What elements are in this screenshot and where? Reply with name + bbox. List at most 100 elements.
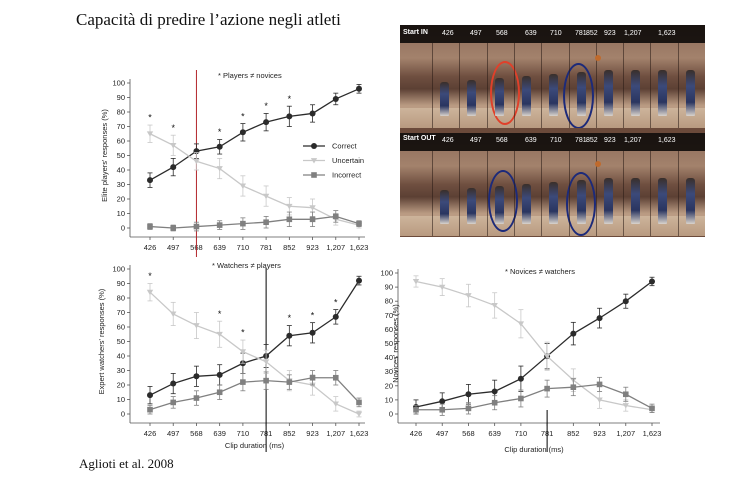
- frame-separator: [595, 151, 597, 236]
- x-tick-label: 497: [167, 243, 180, 252]
- player-figure: [494, 186, 504, 224]
- y-tick-label: 10: [117, 209, 125, 218]
- y-tick-label: 40: [117, 352, 125, 361]
- data-point-correct: [622, 298, 629, 305]
- frame-label: 568: [496, 137, 508, 144]
- data-point-incorrect: [286, 379, 293, 385]
- y-tick-label: 60: [117, 323, 125, 332]
- significance-asterisk: *: [171, 123, 175, 133]
- player-figure: [467, 80, 477, 116]
- row-label-start-in: Start IN: [403, 29, 428, 36]
- x-tick-label: 852: [283, 429, 296, 438]
- data-point-incorrect: [332, 374, 339, 381]
- data-point-correct: [356, 277, 362, 284]
- significance-asterisk: *: [241, 111, 245, 121]
- player-figure: [658, 178, 668, 224]
- highlight-ring-left: [488, 170, 518, 232]
- frame-label: 781: [575, 30, 587, 37]
- court-floor: [400, 216, 705, 236]
- significance-asterisk: *: [264, 101, 268, 111]
- y-axis-label: Elite players' responses (%): [100, 109, 109, 202]
- data-point-incorrect: [413, 406, 419, 413]
- y-tick-label: 80: [117, 294, 125, 303]
- legend-label: Uncertain: [332, 156, 364, 165]
- x-tick-label: 639: [213, 243, 226, 252]
- x-axis-label: Clip duration (ms): [504, 445, 564, 454]
- start-in-strip: Start IN 426 497 568 639 710 781 852 923 1,207 1,…: [400, 25, 705, 128]
- data-point-correct: [332, 95, 339, 102]
- data-point-correct: [216, 143, 223, 150]
- frame-label: 1,207: [624, 137, 642, 144]
- frame-separator: [432, 43, 433, 128]
- y-tick-label: 100: [112, 79, 125, 88]
- y-tick-label: 70: [117, 122, 125, 131]
- y-tick-label: 100: [380, 269, 393, 278]
- data-point-correct: [239, 129, 246, 136]
- data-point-correct: [465, 391, 472, 398]
- panel-annotation: * Players ≠ novices: [218, 71, 282, 80]
- y-tick-label: 70: [117, 308, 125, 317]
- y-tick-label: 90: [117, 279, 125, 288]
- data-point-correct: [286, 113, 293, 120]
- significance-asterisk: *: [148, 271, 152, 281]
- x-tick-label: 1,207: [616, 429, 635, 438]
- significance-asterisk: *: [311, 310, 315, 320]
- data-point-incorrect: [356, 399, 362, 406]
- frame-separator: [568, 151, 570, 236]
- y-tick-label: 60: [117, 137, 125, 146]
- x-tick-label: 1,207: [326, 243, 345, 252]
- frame-label: 426: [442, 137, 454, 144]
- data-point-uncertain: [543, 353, 551, 360]
- player-figure: [440, 190, 449, 224]
- x-tick-label: 923: [306, 429, 319, 438]
- legend-label: Correct: [332, 142, 358, 151]
- frame-separator: [650, 151, 652, 236]
- frame-label: 710: [550, 30, 562, 37]
- legend-marker: [310, 158, 318, 164]
- data-point-uncertain: [439, 284, 446, 291]
- y-tick-label: 90: [117, 93, 125, 102]
- x-tick-label: 781: [260, 243, 273, 252]
- x-tick-label: 1,623: [643, 429, 662, 438]
- player-figure: [631, 70, 641, 116]
- data-point-uncertain: [170, 142, 177, 149]
- highlight-ring-right: [566, 172, 596, 236]
- highlight-ring-red: [490, 61, 520, 125]
- frame-label: 426: [442, 30, 454, 37]
- data-point-incorrect: [216, 389, 223, 396]
- frame-separator: [541, 43, 543, 128]
- frame-label: 639: [525, 137, 537, 144]
- data-point-uncertain: [412, 279, 420, 285]
- data-point-correct: [309, 110, 316, 117]
- x-tick-label: 426: [144, 429, 157, 438]
- y-tick-label: 70: [385, 311, 393, 320]
- data-point-uncertain: [286, 203, 293, 210]
- player-figure: [658, 70, 668, 116]
- x-tick-label: 568: [190, 429, 203, 438]
- x-tick-label: 639: [213, 429, 226, 438]
- legend-label: Incorrect: [332, 171, 362, 180]
- y-tick-label: 80: [385, 297, 393, 306]
- frame-separator: [486, 43, 488, 128]
- data-point-correct: [309, 329, 316, 336]
- data-point-uncertain: [465, 293, 472, 299]
- data-point-correct: [147, 177, 153, 184]
- series-line-uncertain: [149, 291, 360, 415]
- frame-separator: [595, 43, 597, 128]
- data-point-incorrect: [193, 395, 200, 401]
- frame-separator: [459, 151, 461, 236]
- frame-label: 852: [586, 30, 598, 37]
- data-point-uncertain: [491, 303, 498, 309]
- data-point-correct: [356, 85, 362, 92]
- x-tick-label: 639: [488, 429, 501, 438]
- data-point-incorrect: [309, 216, 316, 223]
- strip-header-band: [400, 133, 705, 151]
- y-tick-label: 30: [117, 180, 125, 189]
- x-axis-label: Clip duration (ms): [225, 441, 285, 450]
- data-point-uncertain: [239, 349, 247, 355]
- data-point-uncertain: [309, 205, 316, 211]
- data-point-incorrect: [596, 381, 603, 388]
